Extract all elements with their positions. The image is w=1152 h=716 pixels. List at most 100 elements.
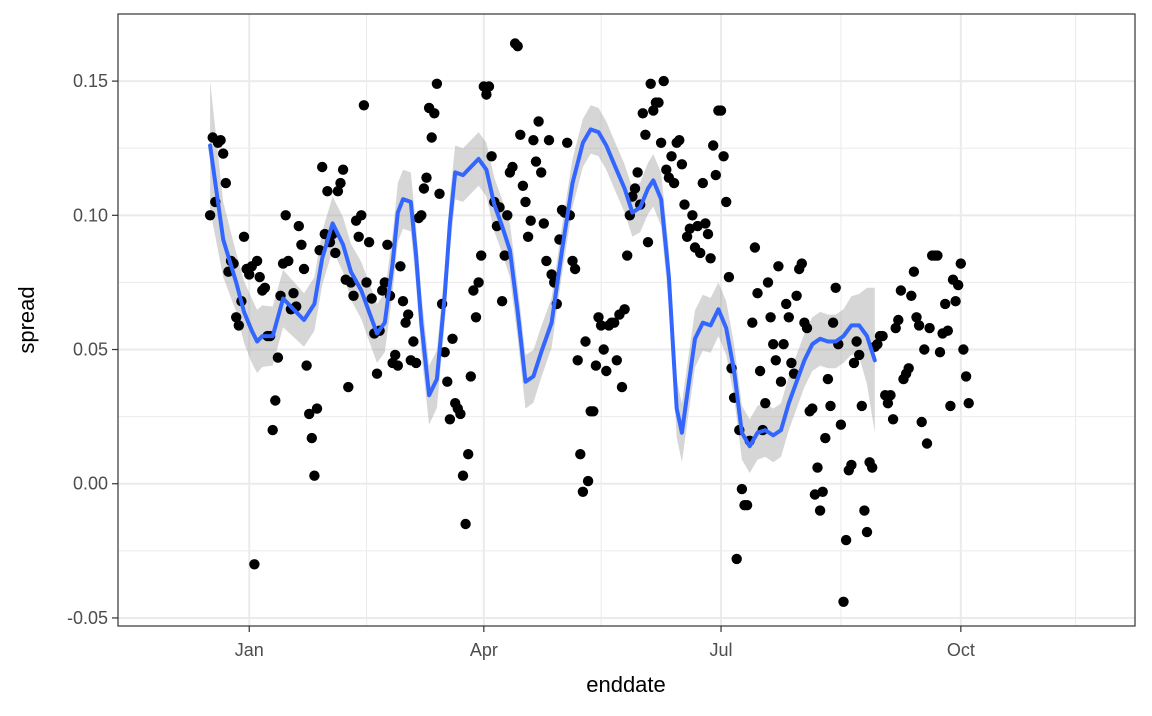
data-point [476, 250, 487, 261]
data-point [397, 296, 409, 307]
data-point [595, 320, 607, 331]
smooth-line-layer [208, 127, 877, 449]
data-point [749, 242, 761, 253]
data-point [906, 290, 917, 301]
data-point [330, 247, 341, 259]
y-tick-label: 0.10 [73, 205, 108, 225]
data-point [309, 470, 320, 481]
data-point [648, 105, 659, 116]
data-point [807, 403, 818, 414]
data-point [517, 180, 529, 191]
data-point [270, 395, 281, 406]
data-point [444, 414, 456, 425]
data-point [642, 237, 654, 248]
data-point [593, 312, 604, 323]
data-point [963, 398, 974, 409]
data-point [460, 518, 471, 530]
data-point [619, 304, 630, 315]
data-point [851, 336, 862, 347]
data-point [465, 371, 476, 382]
data-point [916, 416, 927, 428]
data-point [220, 177, 231, 189]
data-point [403, 309, 414, 320]
data-point [679, 199, 690, 210]
data-point [812, 462, 823, 473]
data-point [363, 237, 375, 248]
data-point [358, 100, 370, 111]
data-point [867, 462, 878, 473]
data-point [244, 269, 255, 280]
data-point [754, 365, 766, 377]
data-point [588, 406, 599, 417]
data-point [697, 177, 708, 189]
y-axis-title: spread [14, 286, 39, 353]
data-point [442, 376, 453, 387]
data-point [611, 355, 622, 366]
x-axis-title: enddate [586, 672, 666, 697]
data-point [311, 403, 323, 414]
data-point [416, 210, 427, 221]
data-point [893, 314, 904, 326]
data-point [569, 263, 581, 275]
data-point [429, 108, 440, 119]
panel-background [118, 14, 1135, 626]
data-point [522, 231, 534, 242]
data-point [348, 290, 359, 301]
data-point [371, 368, 383, 379]
data-point [718, 151, 729, 162]
data-point [288, 288, 299, 299]
data-point [674, 135, 685, 146]
data-point [463, 449, 474, 460]
data-point [251, 255, 263, 267]
data-point [580, 336, 591, 347]
data-point [306, 432, 317, 444]
data-point [958, 344, 969, 355]
data-point [293, 220, 304, 232]
data-point [249, 559, 260, 570]
data-point [859, 505, 870, 516]
data-point [298, 263, 310, 275]
data-point [538, 218, 549, 229]
data-point [721, 196, 732, 208]
data-point [577, 486, 589, 497]
data-point [272, 352, 284, 363]
data-point [932, 250, 943, 261]
data-point [637, 108, 648, 119]
data-point [681, 231, 693, 242]
data-point [543, 135, 555, 146]
data-point [434, 188, 445, 199]
data-point [801, 322, 813, 334]
data-point [861, 526, 873, 538]
data-point [317, 161, 328, 173]
data-point [366, 293, 377, 304]
data-point [736, 483, 748, 495]
data-point [723, 271, 735, 283]
data-point [661, 164, 672, 175]
data-point [457, 470, 469, 481]
data-point [710, 169, 721, 181]
data-point [676, 159, 688, 170]
data-point [715, 105, 727, 116]
data-point [536, 167, 547, 178]
data-point [760, 398, 771, 409]
data-point [817, 486, 828, 497]
data-point [533, 116, 544, 127]
data-point [695, 247, 706, 259]
data-point [827, 317, 839, 328]
data-point [731, 553, 742, 565]
data-point [332, 186, 344, 197]
data-point [913, 320, 925, 331]
x-tick-label: Oct [947, 640, 975, 660]
data-point [392, 360, 403, 371]
data-point [629, 183, 641, 194]
data-point [770, 355, 781, 366]
data-point [940, 298, 951, 310]
data-point [960, 371, 972, 382]
data-point [885, 390, 896, 401]
data-point [575, 449, 586, 460]
data-point [481, 89, 492, 100]
data-point [877, 330, 888, 342]
data-point [468, 285, 479, 296]
